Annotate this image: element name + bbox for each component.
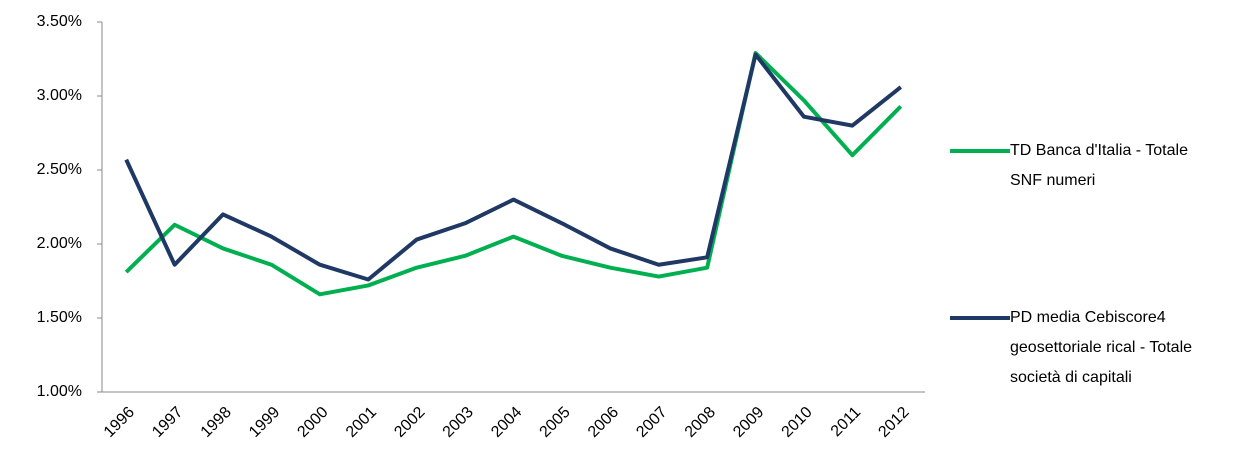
legend-label: TD Banca d'Italia - Totale SNF numeri: [1010, 142, 1188, 189]
x-tick-label: 1996: [101, 404, 138, 441]
x-tick-label: 2010: [779, 404, 816, 441]
y-tick-label: 3.00%: [37, 87, 82, 104]
legend-swatch: [950, 315, 1010, 320]
series-line: [124, 52, 903, 282]
x-tick-label: 2002: [391, 404, 428, 441]
x-tick-label: 1998: [198, 404, 235, 441]
x-tick-label: 2012: [875, 404, 912, 441]
legend-item: TD Banca d'Italia - Totale SNF numeri: [950, 136, 1210, 196]
legend-label: PD media Cebiscore4 geosettoriale rical …: [1010, 309, 1193, 386]
y-tick-label: 1.00%: [37, 383, 82, 400]
x-tick-label: 1999: [246, 404, 283, 441]
x-tick-label: 2008: [682, 404, 719, 441]
y-tick-label: 3.50%: [37, 13, 82, 30]
y-tick-label: 2.50%: [37, 161, 82, 178]
x-tick-label: 2006: [585, 404, 622, 441]
x-tick-label: 2001: [343, 404, 380, 441]
y-tick-label: 1.50%: [37, 309, 82, 326]
x-tick-label: 2003: [440, 404, 477, 441]
x-tick-label: 1997: [149, 404, 186, 441]
legend-swatch: [950, 148, 1010, 153]
x-tick-label: 2004: [488, 404, 525, 441]
x-tick-label: 2011: [828, 404, 864, 440]
x-tick-label: 2005: [537, 404, 574, 441]
x-tick-label: 2000: [294, 404, 331, 441]
y-tick-label: 2.00%: [37, 235, 82, 252]
chart: 1.00% 1.50% 2.00% 2.50% 3.00% 3.50% 1996 1997 19…: [37, 13, 925, 441]
legend-item: PD media Cebiscore4 geosettoriale rical …: [950, 303, 1210, 393]
x-tick-label: 2009: [730, 404, 767, 441]
series-line: [124, 51, 903, 297]
x-tick-label: 2007: [633, 404, 670, 441]
